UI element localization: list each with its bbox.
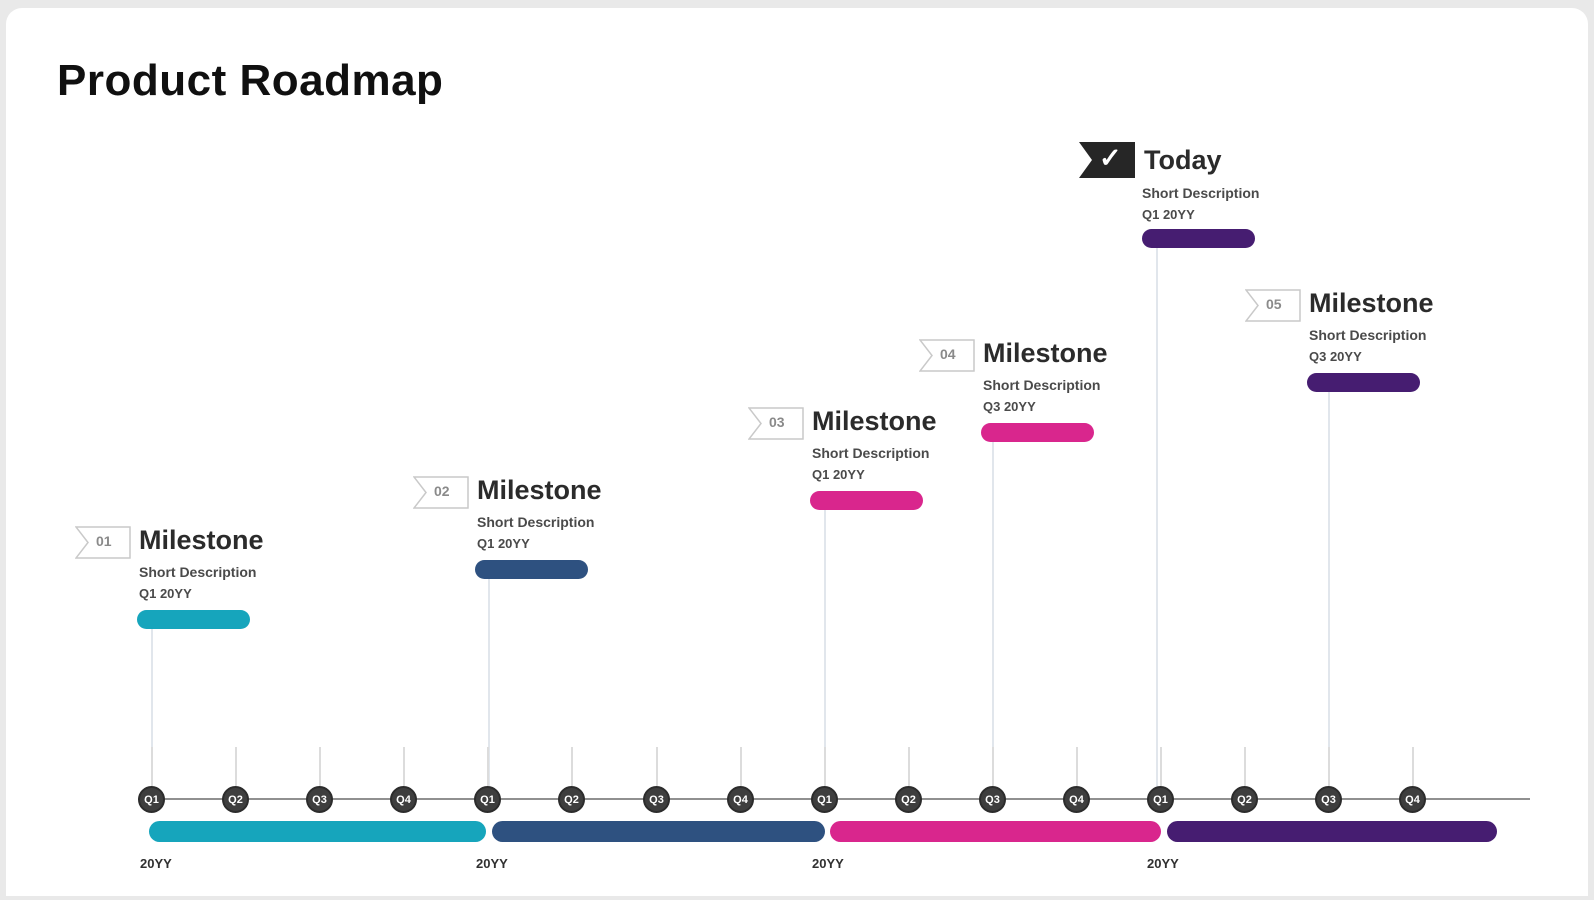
- year-bar-2: [492, 821, 825, 842]
- quarter-tick: [571, 747, 573, 786]
- quarter-marker: Q4: [1399, 786, 1426, 813]
- drop-line: [1328, 387, 1330, 789]
- year-label: 20YY: [1147, 856, 1179, 871]
- milestone-bar: [810, 491, 923, 510]
- quarter-tick: [908, 747, 910, 786]
- quarter-tick: [235, 747, 237, 786]
- year-bar-1: [149, 821, 486, 842]
- milestone-description: Short Description: [477, 514, 595, 530]
- drop-line: [1156, 246, 1158, 789]
- quarter-marker: Q1: [474, 786, 501, 813]
- milestone-title: Milestone: [812, 406, 937, 436]
- milestone-date: Q3 20YY: [1309, 349, 1362, 364]
- today-description: Short Description: [1142, 185, 1260, 201]
- page-title: Product Roadmap: [57, 56, 444, 105]
- milestone-flag-icon: [748, 407, 804, 440]
- year-label: 20YY: [812, 856, 844, 871]
- milestone-description: Short Description: [139, 564, 257, 580]
- quarter-marker: Q1: [138, 786, 165, 813]
- milestone-number: 04: [940, 346, 956, 362]
- quarter-marker: Q2: [558, 786, 585, 813]
- quarter-tick: [151, 747, 153, 786]
- milestone-flag-icon: [413, 476, 469, 509]
- today-flag-icon: [1079, 142, 1135, 178]
- milestone-flag-icon: [1245, 289, 1301, 322]
- check-icon: ✓: [1099, 143, 1122, 173]
- milestone-number: 05: [1266, 296, 1282, 312]
- quarter-tick: [1244, 747, 1246, 786]
- quarter-marker: Q4: [1063, 786, 1090, 813]
- year-bar-3: [830, 821, 1161, 842]
- milestone-title: Milestone: [139, 525, 264, 555]
- milestone-title: Milestone: [1309, 288, 1434, 318]
- milestone-01: 01 Milestone Short Description Q1 20YY: [75, 523, 310, 638]
- quarter-marker: Q3: [643, 786, 670, 813]
- milestone-bar: [981, 423, 1094, 442]
- drop-line: [488, 578, 490, 789]
- milestone-date: Q1 20YY: [812, 467, 865, 482]
- milestone-bar: [137, 610, 250, 629]
- today-bar: [1142, 229, 1255, 248]
- milestone-number: 02: [434, 483, 450, 499]
- milestone-date: Q1 20YY: [477, 536, 530, 551]
- milestone-number: 03: [769, 414, 785, 430]
- milestone-description: Short Description: [983, 377, 1101, 393]
- drop-line: [992, 438, 994, 789]
- quarter-marker: Q2: [895, 786, 922, 813]
- quarter-marker: Q3: [306, 786, 333, 813]
- milestone-bar: [475, 560, 588, 579]
- quarter-marker: Q2: [222, 786, 249, 813]
- quarter-tick: [740, 747, 742, 786]
- milestone-flag-icon: [919, 339, 975, 372]
- quarter-tick: [656, 747, 658, 786]
- year-label: 20YY: [476, 856, 508, 871]
- quarter-tick: [487, 747, 489, 786]
- milestone-title: Milestone: [983, 338, 1108, 368]
- year-bar-4: [1167, 821, 1497, 842]
- milestone-date: Q3 20YY: [983, 399, 1036, 414]
- drop-line: [151, 629, 153, 789]
- quarter-tick: [1076, 747, 1078, 786]
- milestone-number: 01: [96, 533, 112, 549]
- quarter-marker: Q1: [811, 786, 838, 813]
- quarter-tick: [992, 747, 994, 786]
- quarter-marker: Q2: [1231, 786, 1258, 813]
- quarter-tick: [1160, 747, 1162, 786]
- quarter-tick: [824, 747, 826, 786]
- milestone-description: Short Description: [812, 445, 930, 461]
- today-title: Today: [1144, 145, 1222, 175]
- quarter-marker: Q3: [979, 786, 1006, 813]
- slide-background: [6, 8, 1588, 896]
- drop-line: [824, 507, 826, 789]
- milestone-03: 03 Milestone Short Description Q1 20YY: [748, 404, 983, 519]
- quarter-tick: [319, 747, 321, 786]
- today-date: Q1 20YY: [1142, 207, 1195, 222]
- milestone-date: Q1 20YY: [139, 586, 192, 601]
- quarter-marker: Q4: [727, 786, 754, 813]
- milestone-description: Short Description: [1309, 327, 1427, 343]
- milestone-title: Milestone: [477, 475, 602, 505]
- milestone-02: 02 Milestone Short Description Q1 20YY: [413, 473, 648, 588]
- quarter-tick: [403, 747, 405, 786]
- milestone-04: 04 Milestone Short Description Q3 20YY: [919, 336, 1154, 451]
- year-label: 20YY: [140, 856, 172, 871]
- milestone-05: 05 Milestone Short Description Q3 20YY: [1245, 286, 1480, 401]
- quarter-tick: [1328, 747, 1330, 786]
- today-marker: ✓ Today Short Description Q1 20YY: [1078, 141, 1313, 256]
- milestone-bar: [1307, 373, 1420, 392]
- quarter-marker: Q1: [1147, 786, 1174, 813]
- quarter-marker: Q4: [390, 786, 417, 813]
- milestone-flag-icon: [75, 526, 131, 559]
- quarter-marker: Q3: [1315, 786, 1342, 813]
- quarter-tick: [1412, 747, 1414, 786]
